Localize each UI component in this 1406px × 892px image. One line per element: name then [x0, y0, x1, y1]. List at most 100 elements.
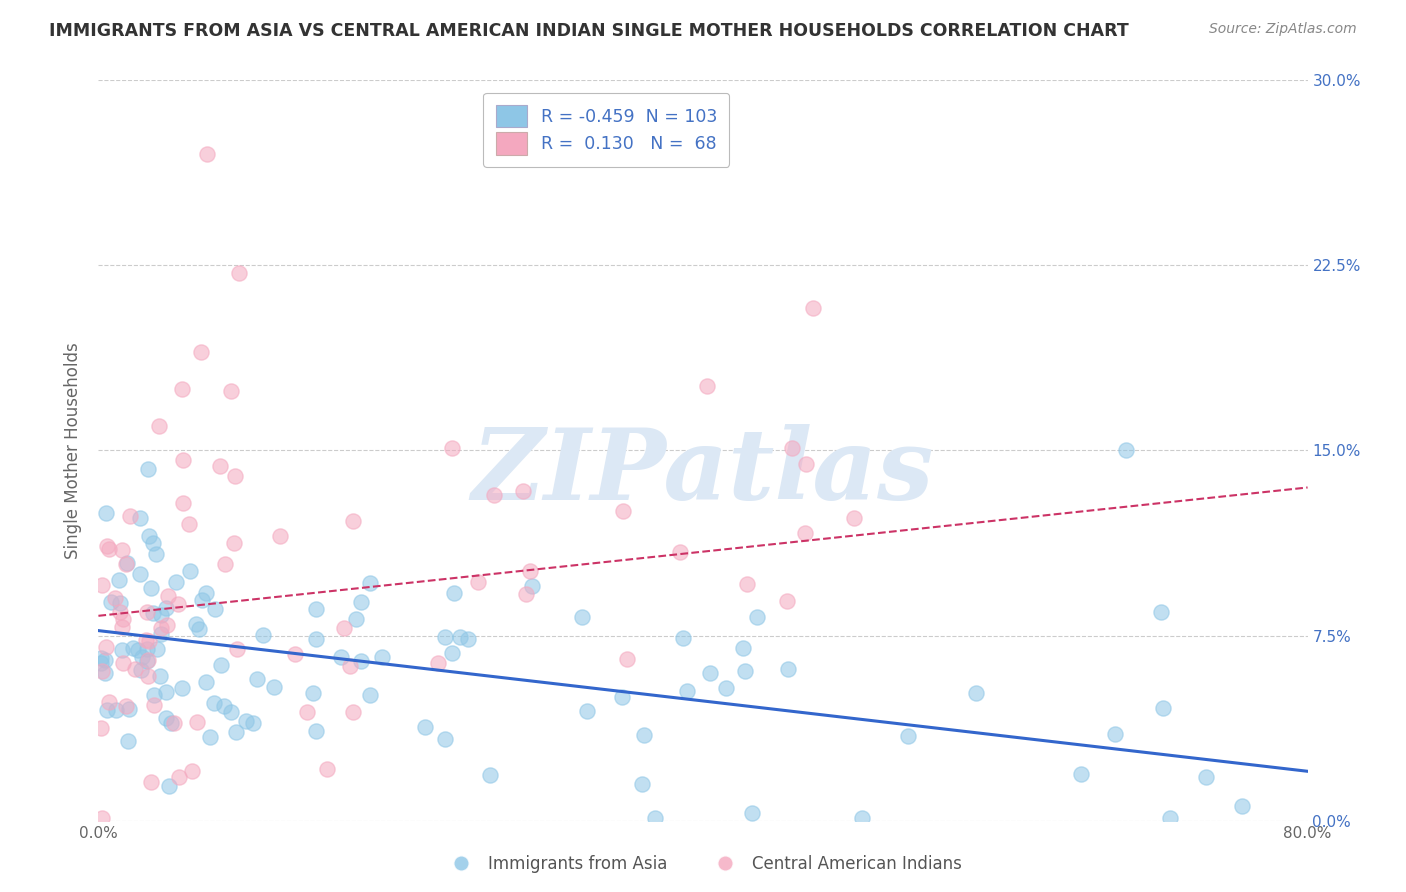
Point	[1152, 700, 1174, 714]
Point	[172, 452, 194, 467]
Point	[111, 642, 134, 657]
Point	[359, 688, 381, 702]
Point	[112, 612, 135, 626]
Point	[297, 705, 319, 719]
Point	[696, 379, 718, 393]
Point	[146, 641, 169, 656]
Point	[159, 716, 181, 731]
Point	[91, 578, 114, 592]
Text: ZIPatlas: ZIPatlas	[472, 425, 934, 521]
Point	[897, 729, 920, 743]
Point	[195, 585, 218, 599]
Point	[342, 515, 364, 529]
Point	[305, 632, 328, 646]
Point	[644, 811, 666, 825]
Point	[776, 594, 799, 608]
Point	[433, 732, 456, 747]
Point	[143, 688, 166, 702]
Point	[1195, 770, 1218, 784]
Point	[190, 592, 212, 607]
Point	[162, 715, 184, 730]
Point	[676, 683, 699, 698]
Point	[302, 686, 325, 700]
Point	[157, 780, 180, 794]
Point	[616, 652, 638, 666]
Point	[150, 627, 173, 641]
Point	[575, 704, 598, 718]
Point	[571, 609, 593, 624]
Point	[263, 680, 285, 694]
Point	[224, 535, 246, 549]
Point	[699, 666, 721, 681]
Point	[148, 418, 170, 433]
Point	[780, 442, 803, 456]
Point	[135, 641, 157, 656]
Point	[128, 510, 150, 524]
Point	[172, 496, 194, 510]
Point	[221, 384, 243, 398]
Point	[142, 698, 165, 712]
Point	[330, 649, 353, 664]
Point	[142, 607, 165, 621]
Point	[129, 664, 152, 678]
Point	[179, 564, 201, 578]
Point	[187, 622, 209, 636]
Point	[965, 686, 987, 700]
Point	[100, 595, 122, 609]
Point	[350, 654, 373, 668]
Point	[142, 535, 165, 549]
Point	[124, 662, 146, 676]
Point	[136, 462, 159, 476]
Point	[737, 577, 759, 591]
Point	[149, 668, 172, 682]
Point	[484, 488, 506, 502]
Point	[96, 702, 118, 716]
Point	[209, 657, 232, 672]
Point	[316, 762, 339, 776]
Point	[167, 598, 190, 612]
Point	[443, 585, 465, 599]
Point	[155, 601, 177, 615]
Point	[170, 681, 193, 696]
Point	[522, 579, 544, 593]
Point	[370, 650, 392, 665]
Point	[91, 811, 114, 825]
Point	[242, 716, 264, 731]
Point	[612, 690, 634, 705]
Legend: Immigrants from Asia, Central American Indians: Immigrants from Asia, Central American I…	[437, 848, 969, 880]
Point	[333, 621, 356, 635]
Point	[305, 723, 328, 738]
Point	[342, 705, 364, 719]
Point	[224, 469, 246, 483]
Point	[413, 720, 436, 734]
Legend: R = -0.459  N = 103, R =  0.130   N =  68: R = -0.459 N = 103, R = 0.130 N = 68	[484, 93, 730, 167]
Text: Source: ZipAtlas.com: Source: ZipAtlas.com	[1209, 22, 1357, 37]
Point	[339, 659, 361, 673]
Point	[433, 630, 456, 644]
Point	[136, 654, 159, 668]
Point	[117, 733, 139, 747]
Point	[842, 510, 865, 524]
Point	[747, 609, 769, 624]
Point	[441, 646, 464, 660]
Point	[94, 640, 117, 654]
Point	[612, 504, 634, 518]
Point	[180, 764, 202, 779]
Point	[90, 651, 112, 665]
Point	[219, 705, 242, 719]
Point	[156, 618, 179, 632]
Point	[105, 703, 128, 717]
Point	[195, 147, 218, 161]
Point	[1115, 443, 1137, 458]
Point	[111, 543, 134, 558]
Point	[104, 591, 127, 606]
Point	[344, 612, 367, 626]
Point	[208, 458, 231, 473]
Y-axis label: Single Mother Households: Single Mother Households	[65, 343, 83, 558]
Point	[776, 662, 799, 676]
Point	[94, 665, 117, 680]
Point	[96, 539, 118, 553]
Point	[793, 526, 815, 541]
Point	[149, 621, 172, 635]
Point	[138, 529, 160, 543]
